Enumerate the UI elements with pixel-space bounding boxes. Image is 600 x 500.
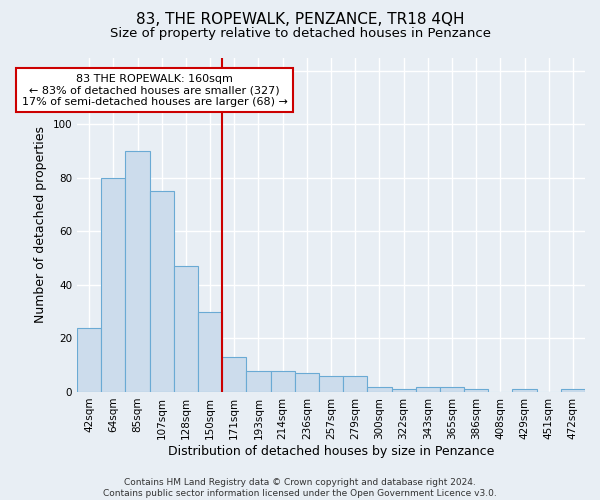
Text: Size of property relative to detached houses in Penzance: Size of property relative to detached ho… (110, 28, 491, 40)
Bar (77, 328, 101, 392)
Bar (198, 312, 222, 392)
Bar (174, 266, 198, 392)
Bar (295, 373, 319, 392)
Bar (464, 390, 488, 392)
Bar (149, 192, 174, 392)
Bar (222, 357, 247, 392)
Text: Contains HM Land Registry data © Crown copyright and database right 2024.
Contai: Contains HM Land Registry data © Crown c… (103, 478, 497, 498)
Bar (271, 370, 295, 392)
Bar (440, 386, 464, 392)
Bar (561, 390, 585, 392)
X-axis label: Distribution of detached houses by size in Penzance: Distribution of detached houses by size … (168, 444, 494, 458)
Bar (125, 151, 149, 392)
Text: 83, THE ROPEWALK, PENZANCE, TR18 4QH: 83, THE ROPEWALK, PENZANCE, TR18 4QH (136, 12, 464, 28)
Bar (343, 376, 367, 392)
Bar (416, 386, 440, 392)
Bar (367, 386, 392, 392)
Bar (101, 178, 125, 392)
Bar (512, 390, 536, 392)
Bar (319, 376, 343, 392)
Bar (247, 370, 271, 392)
Text: 83 THE ROPEWALK: 160sqm
← 83% of detached houses are smaller (327)
17% of semi-d: 83 THE ROPEWALK: 160sqm ← 83% of detache… (22, 74, 287, 107)
Bar (392, 390, 416, 392)
Y-axis label: Number of detached properties: Number of detached properties (34, 126, 47, 323)
